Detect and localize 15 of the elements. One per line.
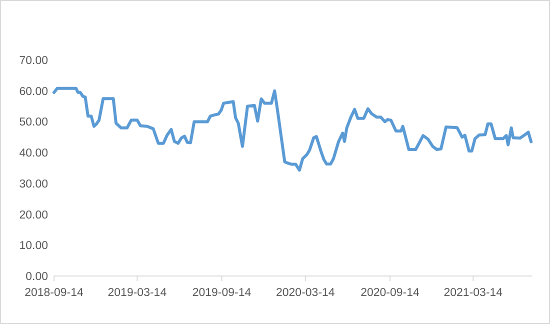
x-tick-label: 2019-09-14 bbox=[192, 287, 252, 299]
x-tick-label: 2019-03-14 bbox=[108, 287, 168, 299]
x-tick-label: 2020-03-14 bbox=[276, 287, 336, 299]
x-tick-label: 2018-09-14 bbox=[24, 287, 84, 299]
y-tick-label: 40.00 bbox=[19, 148, 48, 160]
y-tick-label: 70.00 bbox=[19, 55, 48, 68]
line-series bbox=[52, 86, 533, 172]
y-tick-label: 10.00 bbox=[19, 240, 48, 252]
y-tick-label: 60.00 bbox=[19, 86, 48, 98]
y-tick-label: 50.00 bbox=[19, 116, 48, 129]
x-tick-label: 2021-03-14 bbox=[444, 287, 504, 299]
y-tick-label: 30.00 bbox=[19, 178, 48, 190]
y-tick-label: 0.00 bbox=[26, 271, 48, 284]
y-tick-label: 20.00 bbox=[19, 209, 48, 222]
x-tick-label: 2020-09-14 bbox=[360, 287, 420, 299]
